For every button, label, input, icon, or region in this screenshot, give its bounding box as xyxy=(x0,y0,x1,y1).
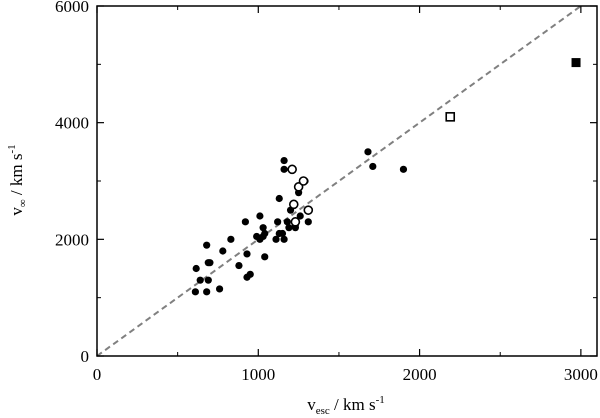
data-point-s2-0 xyxy=(445,112,456,122)
data-point-s0-31 xyxy=(283,218,291,226)
data-point-s0-11 xyxy=(235,261,243,270)
data-point-s0-41 xyxy=(369,162,377,171)
data-point-s0-23 xyxy=(272,235,280,243)
data-point-s1-4 xyxy=(303,205,314,215)
data-point-s0-24 xyxy=(274,218,282,226)
data-point-s0-29 xyxy=(280,156,288,165)
data-point-s1-2 xyxy=(298,176,309,186)
data-point-s0-27 xyxy=(278,229,287,238)
data-point-s0-30 xyxy=(280,165,288,173)
y-tick-label-2: 4000 xyxy=(55,114,89,133)
data-point-s0-9 xyxy=(219,247,227,255)
data-point-s1-0 xyxy=(287,164,297,175)
x-tick-label-2: 2000 xyxy=(403,365,437,384)
data-point-s0-37 xyxy=(296,212,304,220)
data-point-s0-7 xyxy=(204,259,212,267)
data-point-s0-15 xyxy=(246,270,254,278)
y-axis-title-sub: ∞ xyxy=(17,199,29,207)
data-point-s0-5 xyxy=(203,241,211,249)
axis-ticks xyxy=(96,5,597,357)
data-point-s1-3 xyxy=(288,199,299,210)
x-tick-label-3: 3000 xyxy=(564,365,598,384)
data-point-s0-21 xyxy=(261,229,269,238)
x-axis-title-sub: esc xyxy=(316,405,330,417)
data-point-s0-22 xyxy=(261,253,269,261)
data-point-s0-32 xyxy=(285,224,293,232)
x-axis-title-sup: -1 xyxy=(376,394,385,406)
y-tick-label-0: 0 xyxy=(81,347,90,366)
reference-line xyxy=(96,5,582,357)
data-point-s0-2 xyxy=(196,276,204,284)
y-axis-title-unit: / km s xyxy=(7,154,26,200)
data-point-s0-42 xyxy=(399,165,408,173)
data-point-s0-28 xyxy=(280,235,288,243)
plot-area xyxy=(96,5,598,357)
data-point-s0-3 xyxy=(203,288,211,296)
plot-frame xyxy=(96,5,598,357)
y-tick-label-1: 2000 xyxy=(55,230,89,249)
y-tick-label-3: 6000 xyxy=(55,0,89,16)
data-point-s3-0 xyxy=(571,58,581,68)
data-point-s0-40 xyxy=(364,148,372,156)
data-point-s0-0 xyxy=(191,288,199,296)
y-axis-title: v∞ / km s-1 xyxy=(6,144,29,215)
y-axis-title-sup: -1 xyxy=(6,144,18,153)
data-point-s0-26 xyxy=(275,194,283,203)
x-tick-label-1: 1000 xyxy=(241,365,275,384)
data-point-s0-8 xyxy=(215,285,224,293)
data-point-s0-20 xyxy=(259,224,267,232)
data-point-s0-39 xyxy=(304,218,312,226)
x-axis-title-main: v xyxy=(307,395,316,414)
data-point-s0-4 xyxy=(204,276,212,284)
x-axis-title: vesc / km s-1 xyxy=(307,394,385,417)
axis-labels: 0 1000 2000 3000 0 2000 4000 6000 xyxy=(55,0,598,384)
data-point-s0-18 xyxy=(256,212,264,220)
data-point-s0-10 xyxy=(227,235,235,243)
data-point-s0-1 xyxy=(192,264,200,273)
data-point-s0-12 xyxy=(241,218,249,226)
data-point-s0-13 xyxy=(243,250,251,258)
x-tick-label-0: 0 xyxy=(93,365,102,384)
y-axis-title-main: v xyxy=(7,207,26,216)
x-axis-title-unit: / km s xyxy=(330,395,376,414)
data-point-s1-5 xyxy=(290,217,301,227)
